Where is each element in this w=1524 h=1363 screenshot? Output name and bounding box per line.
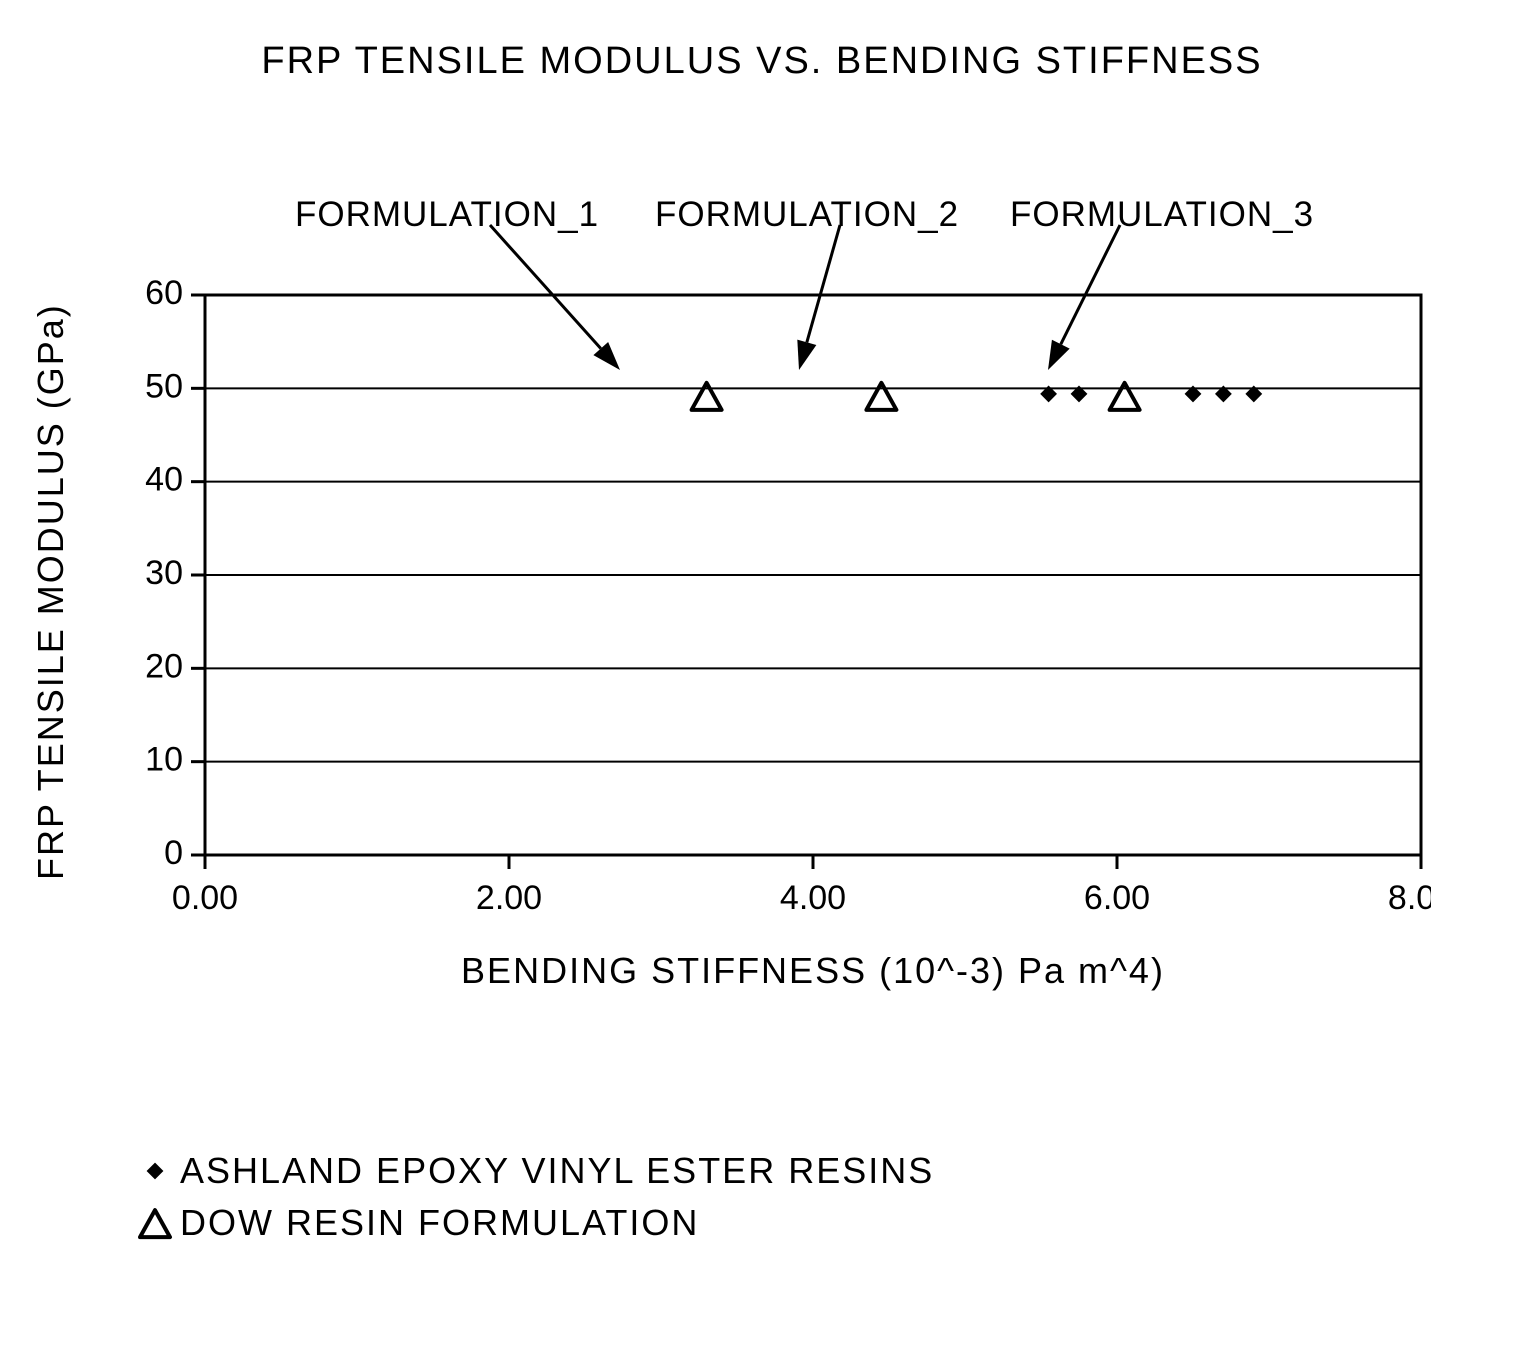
scatter-plot: 0.00 2.00 4.00 6.00 8.00 0 10 20 30 40 50 60 [115, 280, 1431, 930]
svg-text:2.00: 2.00 [476, 879, 542, 917]
legend-label-dow: DOW RESIN FORMULATION [180, 1202, 699, 1244]
diamond-marker-icon [130, 1159, 180, 1183]
svg-text:30: 30 [145, 554, 183, 592]
annotation-formulation-3: FORMULATION_3 [1010, 195, 1314, 235]
svg-text:4.00: 4.00 [780, 879, 846, 917]
svg-text:20: 20 [145, 647, 183, 685]
annotation-formulation-2: FORMULATION_2 [655, 195, 959, 235]
legend: ASHLAND EPOXY VINYL ESTER RESINS DOW RES… [130, 1150, 934, 1254]
x-axis-label: BENDING STIFFNESS (10^-3) Pa m^4) [205, 950, 1421, 992]
svg-text:0: 0 [164, 834, 183, 872]
svg-text:40: 40 [145, 461, 183, 499]
svg-text:0.00: 0.00 [172, 879, 238, 917]
svg-text:6.00: 6.00 [1084, 879, 1150, 917]
svg-text:8.00: 8.00 [1388, 879, 1431, 917]
svg-text:10: 10 [145, 741, 183, 779]
svg-text:50: 50 [145, 367, 183, 405]
legend-row-ashland: ASHLAND EPOXY VINYL ESTER RESINS [130, 1150, 934, 1192]
triangle-marker-icon [130, 1205, 180, 1241]
series-dow [692, 383, 1140, 410]
svg-text:60: 60 [145, 280, 183, 312]
legend-label-ashland: ASHLAND EPOXY VINYL ESTER RESINS [180, 1150, 934, 1192]
plot-wrap: 0.00 2.00 4.00 6.00 8.00 0 10 20 30 40 50 60 [115, 280, 1431, 935]
legend-row-dow: DOW RESIN FORMULATION [130, 1202, 934, 1244]
annotation-formulation-1: FORMULATION_1 [295, 195, 599, 235]
